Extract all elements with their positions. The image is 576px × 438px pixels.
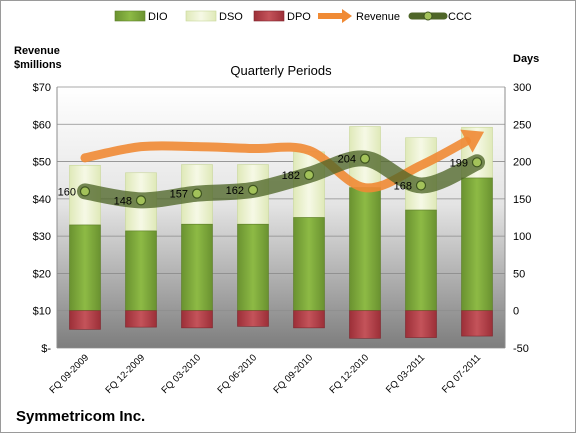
chart-title: Quarterly Periods bbox=[230, 63, 332, 78]
legend-swatch-dpo bbox=[253, 10, 285, 22]
legend-swatch-dso bbox=[185, 10, 217, 22]
legend-arrow-revenue bbox=[342, 9, 352, 23]
left-tick-label: $60 bbox=[33, 119, 51, 131]
bar-dpo bbox=[69, 310, 101, 330]
left-axis-title: $millions bbox=[14, 59, 62, 71]
bar-dio bbox=[349, 187, 381, 312]
right-tick-label: 0 bbox=[513, 306, 519, 318]
ccc-marker bbox=[303, 169, 315, 181]
ccc-marker bbox=[359, 153, 371, 164]
right-axis-title: Days bbox=[513, 53, 539, 65]
bar-dio bbox=[181, 223, 213, 312]
left-tick-label: $30 bbox=[33, 231, 51, 243]
right-tick-label: 50 bbox=[513, 268, 525, 280]
ccc-marker bbox=[415, 180, 427, 191]
left-tick-label: $- bbox=[41, 343, 51, 355]
bar-dpo bbox=[237, 310, 269, 327]
right-tick-label: -50 bbox=[513, 343, 529, 355]
ccc-data-label: 157 bbox=[170, 189, 188, 201]
bar-dio bbox=[293, 217, 325, 312]
bar-dio bbox=[125, 230, 157, 312]
right-tick-label: 250 bbox=[513, 119, 531, 131]
bar-dpo bbox=[461, 310, 493, 337]
legend-label-dio: DIO bbox=[148, 11, 168, 23]
ccc-data-label: 204 bbox=[338, 154, 356, 166]
bar-dpo bbox=[125, 310, 157, 328]
legend-label-ccc: CCC bbox=[448, 11, 472, 23]
bar-dpo bbox=[181, 310, 213, 329]
ccc-marker bbox=[191, 188, 203, 199]
left-tick-label: $20 bbox=[33, 268, 51, 280]
bar-dpo bbox=[405, 310, 437, 338]
right-tick-label: 150 bbox=[513, 194, 531, 206]
bar-dio bbox=[69, 224, 101, 312]
right-tick-label: 100 bbox=[513, 231, 531, 243]
ccc-marker bbox=[135, 195, 147, 206]
legend-swatch-dio bbox=[114, 10, 146, 22]
company-name: Symmetricom Inc. bbox=[16, 408, 145, 425]
ccc-marker bbox=[247, 184, 259, 196]
ccc-data-label: 160 bbox=[58, 186, 76, 198]
bar-dpo bbox=[349, 310, 381, 339]
left-axis-title: Revenue bbox=[14, 45, 60, 57]
legend-label-revenue: Revenue bbox=[356, 11, 400, 23]
series-line-revenue bbox=[80, 136, 471, 193]
right-tick-label: 300 bbox=[513, 82, 531, 94]
legend-marker-ccc bbox=[423, 11, 433, 21]
ccc-marker bbox=[79, 186, 91, 197]
left-tick-label: $50 bbox=[33, 157, 51, 169]
bar-dpo bbox=[293, 310, 325, 329]
ccc-marker bbox=[471, 157, 483, 168]
legend-label-dpo: DPO bbox=[287, 11, 311, 23]
left-tick-label: $10 bbox=[33, 306, 51, 318]
left-tick-label: $40 bbox=[33, 194, 51, 206]
left-tick-label: $70 bbox=[33, 82, 51, 94]
ccc-data-label: 199 bbox=[450, 157, 468, 169]
ccc-data-label: 148 bbox=[114, 195, 132, 207]
bar-dio bbox=[461, 177, 493, 312]
ccc-data-label: 182 bbox=[282, 170, 300, 182]
ccc-data-label: 162 bbox=[226, 185, 244, 197]
bar-dio bbox=[405, 209, 437, 312]
right-tick-label: 200 bbox=[513, 157, 531, 169]
revenue-arrowhead bbox=[460, 129, 485, 153]
plot-area bbox=[57, 87, 505, 348]
bar-dio bbox=[237, 223, 269, 312]
legend-label-dso: DSO bbox=[219, 11, 243, 23]
ccc-data-label: 168 bbox=[394, 180, 412, 192]
series-line-ccc bbox=[77, 150, 485, 209]
